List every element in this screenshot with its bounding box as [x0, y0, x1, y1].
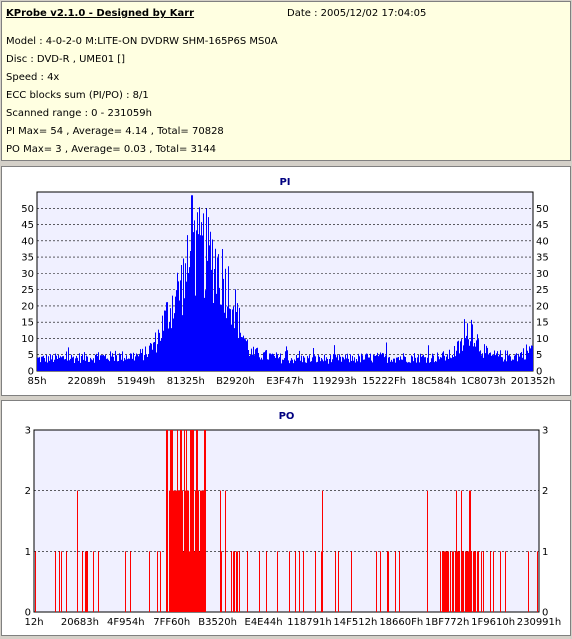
y-tick-right: 0 [536, 367, 542, 378]
data-bar [35, 430, 538, 612]
y-tick-right: 10 [536, 334, 549, 345]
y-tick-right: 1 [542, 547, 548, 558]
y-tick-right: 50 [536, 204, 549, 215]
x-tick-label: 1BF772h [425, 617, 469, 628]
x-tick-label: B3520h [198, 617, 237, 628]
range-line: Scanned range : 0 - 231059h [6, 108, 152, 119]
chart-title: PO [279, 411, 295, 422]
ecc-line: ECC blocks sum (PI/PO) : 8/1 [6, 90, 149, 101]
pi-chart-panel: PI 0 0 5 5 10 10 15 15 20 20 25 25 30 30 35 35 40 40 45 45 50… [1, 166, 571, 396]
x-tick-label: 18660Fh [379, 617, 423, 628]
y-tick-left: 40 [21, 236, 34, 247]
speed-line: Speed : 4x [6, 72, 60, 83]
y-tick-left: 25 [21, 285, 34, 296]
series-bars [37, 195, 533, 371]
series-bars [35, 430, 538, 612]
x-tick-label: 201352h [511, 376, 556, 387]
x-tick-label: 14F512h [333, 617, 377, 628]
y-tick-right: 20 [536, 301, 549, 312]
x-tick-label: 4F954h [107, 617, 145, 628]
x-tick-label: 119293h [312, 376, 357, 387]
x-tick-label: 18C584h [411, 376, 456, 387]
x-tick-label: 51949h [117, 376, 155, 387]
x-tick-label: 1F9610h [471, 617, 515, 628]
disc-line: Disc : DVD-R , UME01 [] [6, 54, 126, 65]
x-tick-label: E3F47h [266, 376, 304, 387]
y-tick-left: 2 [25, 486, 31, 497]
y-tick-right: 5 [536, 350, 542, 361]
y-tick-left: 3 [25, 426, 31, 437]
y-tick-right: 15 [536, 318, 549, 329]
x-tick-label: B2920h [216, 376, 255, 387]
y-tick-left: 0 [28, 367, 34, 378]
chart-title: PI [279, 177, 290, 188]
y-tick-right: 45 [536, 220, 549, 231]
po-chart-panel: PO 0 0 1 1 2 2 3 3 12h 20683h 4F954h 7FF60h B3520h E4E… [1, 400, 571, 636]
x-tick-label: 22089h [68, 376, 106, 387]
y-tick-left: 30 [21, 269, 34, 280]
pi-stats-line: PI Max= 54 , Average= 4.14 , Total= 7082… [6, 126, 224, 137]
y-tick-left: 45 [21, 220, 34, 231]
y-tick-right: 3 [542, 426, 548, 437]
data-bar [37, 195, 533, 371]
x-tick-label: E4E44h [245, 617, 283, 628]
y-tick-left: 50 [21, 204, 34, 215]
po-stats-line: PO Max= 3 , Average= 0.03 , Total= 3144 [6, 144, 216, 155]
y-tick-right: 40 [536, 236, 549, 247]
app-title: KProbe v2.1.0 - Designed by Karr [6, 8, 195, 19]
y-tick-left: 0 [25, 608, 31, 619]
y-tick-left: 35 [21, 253, 34, 264]
pi-chart: PI 0 0 5 5 10 10 15 15 20 20 25 25 30 30 35 35 40 40 45 45 50… [21, 177, 556, 387]
plot-area [33, 429, 540, 613]
x-tick-label: 118791h [287, 617, 332, 628]
model-line: Model : 4-0-2-0 M:LITE-ON DVDRW SHM-165P… [6, 36, 278, 47]
y-tick-right: 25 [536, 285, 549, 296]
y-tick-right: 2 [542, 486, 548, 497]
x-tick-label: 12h [24, 617, 43, 628]
x-tick-label: 15222Fh [362, 376, 406, 387]
po-chart: PO 0 0 1 1 2 2 3 3 12h 20683h 4F954h 7FF60h B3520h E4E… [24, 411, 562, 628]
x-tick-label: 81325h [167, 376, 205, 387]
x-tick-label: 85h [27, 376, 46, 387]
x-tick-label: 1C8073h [461, 376, 506, 387]
info-panel: KProbe v2.1.0 - Designed by Karr Date : … [1, 1, 571, 161]
y-tick-right: 0 [542, 608, 548, 619]
plot-area [36, 191, 534, 372]
y-tick-right: 35 [536, 253, 549, 264]
y-tick-left: 15 [21, 318, 34, 329]
y-tick-right: 30 [536, 269, 549, 280]
scan-date: Date : 2005/12/02 17:04:05 [287, 8, 427, 19]
x-tick-label: 7FF60h [153, 617, 190, 628]
y-tick-left: 1 [25, 547, 31, 558]
x-tick-label: 230991h [517, 617, 562, 628]
x-tick-label: 20683h [61, 617, 99, 628]
y-tick-left: 10 [21, 334, 34, 345]
y-tick-left: 20 [21, 301, 34, 312]
y-tick-left: 5 [28, 350, 34, 361]
